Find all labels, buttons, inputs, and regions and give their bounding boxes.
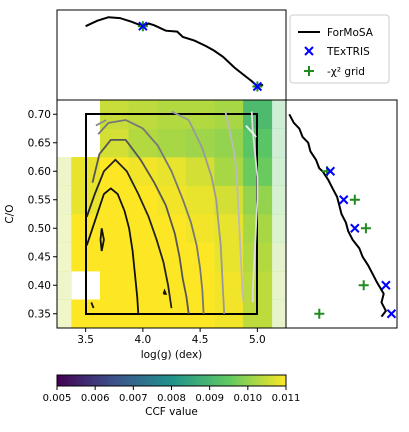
legend: ForMoSA TExTRIS -χ² grid — [289, 14, 390, 84]
colorbar-tick-label: 0.006 — [81, 393, 110, 404]
colorbar-tick-label: 0.008 — [157, 393, 186, 404]
heatmap-cell — [271, 157, 287, 186]
heatmap-cell — [57, 299, 72, 329]
contour-line — [85, 187, 140, 314]
heatmap-cell — [271, 299, 287, 329]
contour-line — [95, 119, 107, 127]
heatmap-cell — [128, 185, 158, 215]
heatmap-cell — [57, 185, 72, 215]
heatmap-cell — [271, 242, 287, 272]
heatmap-cell — [271, 271, 287, 300]
y-tick-label: 0.70 — [28, 109, 51, 121]
colorbar-label: CCF value — [145, 406, 198, 418]
contour-line — [162, 288, 168, 295]
right-marginal-panel — [285, 99, 398, 329]
colorbar-tick-label: 0.005 — [43, 393, 72, 404]
heatmap-cell — [157, 185, 187, 215]
chi2-grid-right-marker — [360, 223, 371, 234]
contour-line — [224, 111, 245, 303]
heatmap-cell — [271, 100, 287, 129]
textris-right-marker — [350, 223, 360, 233]
heatmap-cell — [99, 128, 129, 158]
legend-textris-label: TExTRIS — [326, 46, 370, 58]
heatmap-cell — [57, 271, 72, 300]
heatmap-cell — [271, 214, 287, 243]
heatmap-cell — [157, 214, 187, 243]
legend-grid-label: -χ² grid — [327, 66, 365, 78]
y-tick-label: 0.55 — [28, 194, 51, 206]
colorbar-tick-label: 0.009 — [195, 393, 224, 404]
y-axis-label: C/O — [4, 204, 16, 223]
contour-line — [171, 110, 226, 314]
heatmap-cell — [99, 271, 129, 300]
x-tick-label: 4.0 — [135, 334, 152, 346]
x-tick-label: 3.5 — [77, 334, 94, 346]
main-frame — [56, 99, 287, 329]
contour-line — [250, 111, 259, 303]
colorbar-tick-label: 0.007 — [119, 393, 148, 404]
y-tick-label: 0.35 — [28, 308, 51, 320]
formosa-top-line — [85, 16, 264, 88]
y-tick-label: 0.50 — [28, 223, 51, 235]
chi2-grid-right-marker — [358, 280, 369, 291]
heatmap-cell — [185, 214, 215, 243]
textris-top-marker — [138, 21, 148, 31]
y-tick-label: 0.65 — [28, 137, 51, 149]
colorbar: 0.005 0.006 0.007 0.008 0.009 0.010 0.011 CCF … — [43, 374, 301, 418]
x-axis-label: log(g) (dex) — [141, 349, 203, 361]
chi2-grid-right-marker — [314, 308, 325, 319]
heatmap-cell — [214, 271, 244, 300]
main-heatmap-panel: 3.5 4.0 4.5 5.0 0.35 0.40 0.45 0.50 0.55 0.60 0.6… — [4, 99, 287, 361]
textris-right-marker — [339, 195, 349, 205]
textris-right-marker — [381, 280, 391, 290]
heatmap-cell — [271, 185, 287, 215]
contour-line — [90, 302, 95, 309]
colorbar-tick-label: 0.011 — [272, 393, 301, 404]
heatmap-cell — [185, 185, 215, 215]
contour-line — [91, 139, 190, 314]
chi2-grid-right-marker — [349, 194, 360, 205]
heatmap-cell — [128, 271, 158, 300]
heatmap-cell — [157, 271, 187, 300]
heatmap-cell — [57, 214, 72, 243]
heatmap-cell — [271, 128, 287, 158]
heatmap-cell — [99, 242, 129, 272]
colorbar-gradient — [56, 374, 287, 387]
textris-right-marker — [325, 166, 336, 176]
heatmap-cell — [57, 157, 72, 186]
heatmap-cell — [99, 214, 129, 243]
colorbar-tick-label: 0.010 — [234, 393, 263, 404]
legend-formosa-label: ForMoSA — [327, 27, 374, 39]
x-tick-label: 5.0 — [249, 334, 266, 346]
legend-grid-marker — [304, 66, 314, 76]
legend-textris-marker — [304, 46, 314, 56]
contour-line — [97, 119, 205, 314]
heatmap-cell — [214, 157, 244, 186]
y-tick-label: 0.60 — [28, 166, 51, 178]
contour-line — [99, 228, 105, 252]
heatmap-cell — [214, 128, 244, 158]
top-marginal-panel — [56, 9, 287, 101]
y-tick-label: 0.40 — [28, 280, 51, 292]
heatmap-cell — [57, 242, 72, 272]
contour-line — [245, 124, 257, 138]
heatmap-cell — [128, 128, 158, 158]
textris-top-marker — [252, 81, 263, 92]
heatmap-cell — [214, 242, 244, 272]
contour-line — [85, 158, 173, 309]
formosa-right-line — [288, 113, 388, 318]
textris-right-marker — [386, 309, 397, 319]
y-tick-label: 0.45 — [28, 251, 51, 263]
x-tick-label: 4.5 — [192, 334, 209, 346]
